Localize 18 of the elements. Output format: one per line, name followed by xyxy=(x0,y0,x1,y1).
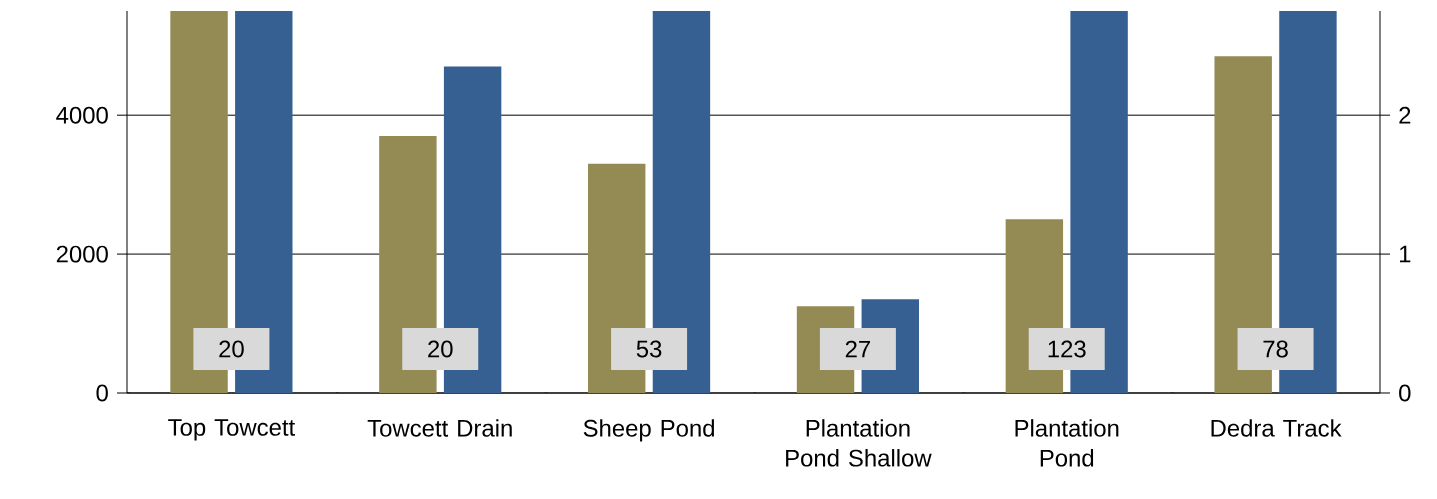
annotation: 53 xyxy=(636,340,662,358)
x-tick-label: Plantation Pond xyxy=(1015,419,1119,467)
annotation: 20 xyxy=(219,340,244,358)
annotation: 20 xyxy=(428,340,453,358)
y-tick-label: 4000 xyxy=(56,106,108,124)
annotation: 123 xyxy=(1048,340,1086,358)
x-tick-label: Dedra Track xyxy=(1211,419,1342,437)
y2-tick-label: 2 xyxy=(1399,106,1411,124)
annotation: 27 xyxy=(845,340,870,358)
y-tick-label: 0 xyxy=(96,384,108,402)
x-tick-label: Towcett Drain xyxy=(367,419,512,437)
x-tick-label: Top Towcett xyxy=(168,419,296,441)
y-tick-label: 2000 xyxy=(56,245,108,263)
y2-tick-label: 0 xyxy=(1399,384,1411,402)
y2-tick-label: 1 xyxy=(1399,245,1411,263)
annotation: 78 xyxy=(1263,340,1288,358)
x-tick-label: Sheep Pond xyxy=(583,419,714,442)
x-tick-label: Plantation Pond Shallow xyxy=(786,419,932,467)
